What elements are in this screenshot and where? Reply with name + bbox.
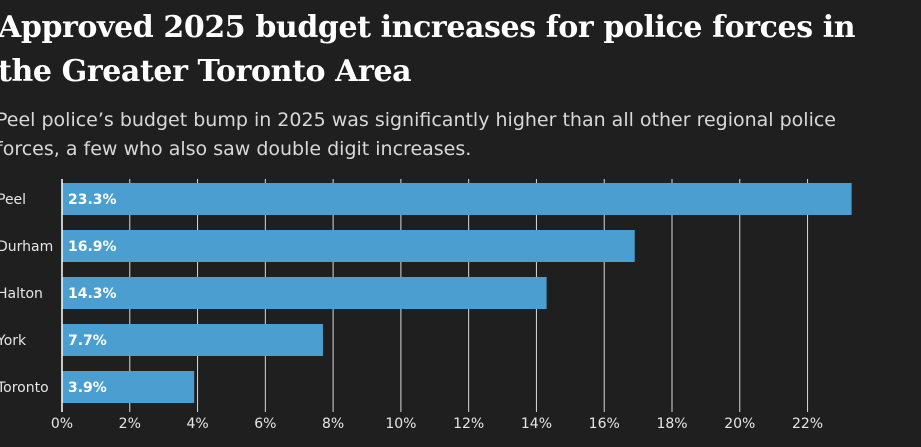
chart-subtitle: Peel police’s budget bump in 2025 was si… xyxy=(0,109,836,160)
category-label: Toronto xyxy=(0,380,49,396)
x-tick-label: 16% xyxy=(589,416,620,432)
data-label: 3.9% xyxy=(68,380,107,396)
category-label: York xyxy=(0,333,27,349)
x-tick-label: 4% xyxy=(186,416,208,432)
bar-toronto xyxy=(62,371,195,403)
bar-halton xyxy=(62,277,547,309)
data-label: 16.9% xyxy=(68,239,117,255)
chart-title: Approved 2025 budget increases for polic… xyxy=(0,10,856,89)
data-label: 7.7% xyxy=(68,333,107,349)
bar-york xyxy=(62,324,323,356)
category-label: Durham xyxy=(0,239,53,255)
x-tick-label: 8% xyxy=(322,416,344,432)
category-label: Peel xyxy=(0,192,26,208)
category-label: Halton xyxy=(0,286,43,302)
data-label: 14.3% xyxy=(68,286,117,302)
x-tick-label: 6% xyxy=(254,416,276,432)
x-tick-label: 22% xyxy=(792,416,823,432)
x-tick-label: 0% xyxy=(51,416,73,432)
bar-durham xyxy=(62,230,635,262)
x-tick-label: 18% xyxy=(656,416,687,432)
bar-chart: Peel 23.3% Durham 16.9% Halton 14.3% York 7.7% T… xyxy=(0,179,852,432)
x-tick-label: 20% xyxy=(724,416,755,432)
x-tick-label: 10% xyxy=(385,416,416,432)
x-tick-label: 12% xyxy=(453,416,484,432)
data-label: 23.3% xyxy=(68,192,117,208)
x-tick-label: 14% xyxy=(521,416,552,432)
x-tick-label: 2% xyxy=(119,416,141,432)
bar-peel xyxy=(62,183,852,215)
